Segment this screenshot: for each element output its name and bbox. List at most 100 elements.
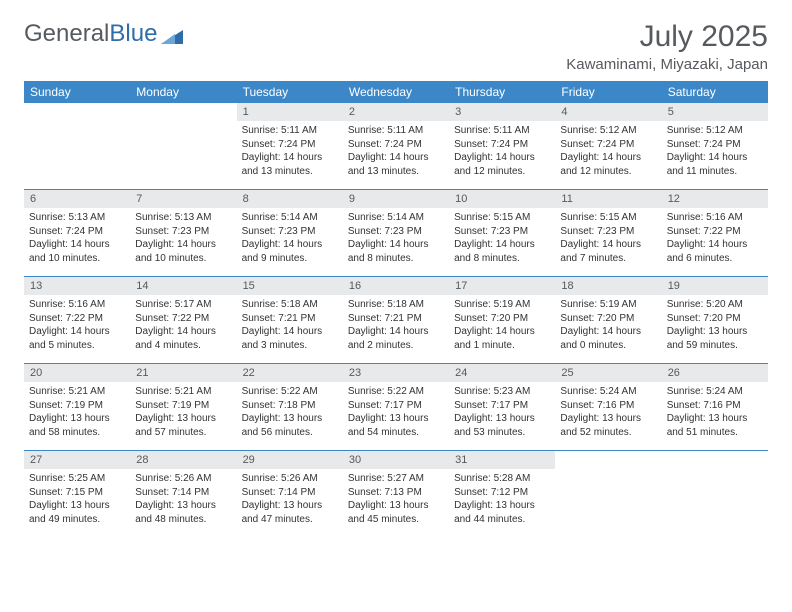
sunrise-line: Sunrise: 5:22 AM	[348, 385, 444, 399]
sunrise-line: Sunrise: 5:27 AM	[348, 472, 444, 486]
logo-triangle-icon	[161, 23, 183, 39]
sunrise-line: Sunrise: 5:18 AM	[348, 298, 444, 312]
day-details: Sunrise: 5:21 AMSunset: 7:19 PMDaylight:…	[130, 382, 236, 443]
sunset-line: Sunset: 7:16 PM	[560, 399, 656, 413]
day-details: Sunrise: 5:14 AMSunset: 7:23 PMDaylight:…	[343, 208, 449, 269]
sunrise-line: Sunrise: 5:21 AM	[135, 385, 231, 399]
calendar-cell: 30Sunrise: 5:27 AMSunset: 7:13 PMDayligh…	[343, 451, 449, 538]
sunrise-line: Sunrise: 5:22 AM	[242, 385, 338, 399]
sunset-line: Sunset: 7:23 PM	[348, 225, 444, 239]
daylight-line: Daylight: 13 hours and 44 minutes.	[454, 499, 550, 526]
sunset-line: Sunset: 7:21 PM	[242, 312, 338, 326]
calendar-cell: 21Sunrise: 5:21 AMSunset: 7:19 PMDayligh…	[130, 364, 236, 451]
sunset-line: Sunset: 7:24 PM	[454, 138, 550, 152]
calendar-cell: 23Sunrise: 5:22 AMSunset: 7:17 PMDayligh…	[343, 364, 449, 451]
day-number: 8	[237, 190, 343, 208]
sunrise-line: Sunrise: 5:24 AM	[667, 385, 763, 399]
daylight-line: Daylight: 13 hours and 57 minutes.	[135, 412, 231, 439]
calendar-cell: 31Sunrise: 5:28 AMSunset: 7:12 PMDayligh…	[449, 451, 555, 538]
daylight-line: Daylight: 14 hours and 0 minutes.	[560, 325, 656, 352]
dow-tuesday: Tuesday	[237, 81, 343, 103]
calendar-cell	[662, 451, 768, 538]
day-number: 4	[555, 103, 661, 121]
calendar-cell: 28Sunrise: 5:26 AMSunset: 7:14 PMDayligh…	[130, 451, 236, 538]
calendar-cell: 12Sunrise: 5:16 AMSunset: 7:22 PMDayligh…	[662, 190, 768, 277]
sunrise-line: Sunrise: 5:11 AM	[454, 124, 550, 138]
day-details: Sunrise: 5:21 AMSunset: 7:19 PMDaylight:…	[24, 382, 130, 443]
sunset-line: Sunset: 7:13 PM	[348, 486, 444, 500]
calendar-week-row: 13Sunrise: 5:16 AMSunset: 7:22 PMDayligh…	[24, 277, 768, 364]
day-details: Sunrise: 5:20 AMSunset: 7:20 PMDaylight:…	[662, 295, 768, 356]
sunrise-line: Sunrise: 5:16 AM	[29, 298, 125, 312]
calendar-cell: 5Sunrise: 5:12 AMSunset: 7:24 PMDaylight…	[662, 103, 768, 190]
daylight-line: Daylight: 13 hours and 52 minutes.	[560, 412, 656, 439]
sunrise-line: Sunrise: 5:21 AM	[29, 385, 125, 399]
day-number: 5	[662, 103, 768, 121]
day-number: 1	[237, 103, 343, 121]
sunset-line: Sunset: 7:20 PM	[667, 312, 763, 326]
calendar-cell: 18Sunrise: 5:19 AMSunset: 7:20 PMDayligh…	[555, 277, 661, 364]
sunset-line: Sunset: 7:20 PM	[454, 312, 550, 326]
calendar-cell: 16Sunrise: 5:18 AMSunset: 7:21 PMDayligh…	[343, 277, 449, 364]
day-number: 14	[130, 277, 236, 295]
sunrise-line: Sunrise: 5:17 AM	[135, 298, 231, 312]
dow-sunday: Sunday	[24, 81, 130, 103]
daylight-line: Daylight: 14 hours and 10 minutes.	[135, 238, 231, 265]
day-number: 6	[24, 190, 130, 208]
calendar-cell: 15Sunrise: 5:18 AMSunset: 7:21 PMDayligh…	[237, 277, 343, 364]
day-details: Sunrise: 5:15 AMSunset: 7:23 PMDaylight:…	[449, 208, 555, 269]
month-title: July 2025	[566, 20, 768, 54]
daylight-line: Daylight: 14 hours and 9 minutes.	[242, 238, 338, 265]
daylight-line: Daylight: 13 hours and 58 minutes.	[29, 412, 125, 439]
day-number: 2	[343, 103, 449, 121]
sunset-line: Sunset: 7:24 PM	[560, 138, 656, 152]
daylight-line: Daylight: 14 hours and 13 minutes.	[348, 151, 444, 178]
daylight-line: Daylight: 14 hours and 8 minutes.	[454, 238, 550, 265]
sunset-line: Sunset: 7:24 PM	[242, 138, 338, 152]
day-details: Sunrise: 5:24 AMSunset: 7:16 PMDaylight:…	[555, 382, 661, 443]
sunset-line: Sunset: 7:19 PM	[135, 399, 231, 413]
sunrise-line: Sunrise: 5:14 AM	[348, 211, 444, 225]
day-details: Sunrise: 5:17 AMSunset: 7:22 PMDaylight:…	[130, 295, 236, 356]
day-details: Sunrise: 5:22 AMSunset: 7:17 PMDaylight:…	[343, 382, 449, 443]
daylight-line: Daylight: 14 hours and 12 minutes.	[454, 151, 550, 178]
sunrise-line: Sunrise: 5:26 AM	[242, 472, 338, 486]
sunrise-line: Sunrise: 5:20 AM	[667, 298, 763, 312]
dow-friday: Friday	[555, 81, 661, 103]
calendar-cell: 3Sunrise: 5:11 AMSunset: 7:24 PMDaylight…	[449, 103, 555, 190]
calendar-cell: 8Sunrise: 5:14 AMSunset: 7:23 PMDaylight…	[237, 190, 343, 277]
day-details: Sunrise: 5:18 AMSunset: 7:21 PMDaylight:…	[237, 295, 343, 356]
calendar-cell: 27Sunrise: 5:25 AMSunset: 7:15 PMDayligh…	[24, 451, 130, 538]
day-number: 24	[449, 364, 555, 382]
sunrise-line: Sunrise: 5:19 AM	[560, 298, 656, 312]
sunrise-line: Sunrise: 5:12 AM	[560, 124, 656, 138]
sunset-line: Sunset: 7:22 PM	[667, 225, 763, 239]
daylight-line: Daylight: 14 hours and 5 minutes.	[29, 325, 125, 352]
daylight-line: Daylight: 13 hours and 53 minutes.	[454, 412, 550, 439]
calendar-week-row: 20Sunrise: 5:21 AMSunset: 7:19 PMDayligh…	[24, 364, 768, 451]
day-details: Sunrise: 5:14 AMSunset: 7:23 PMDaylight:…	[237, 208, 343, 269]
day-details: Sunrise: 5:15 AMSunset: 7:23 PMDaylight:…	[555, 208, 661, 269]
sunrise-line: Sunrise: 5:13 AM	[135, 211, 231, 225]
day-details: Sunrise: 5:13 AMSunset: 7:23 PMDaylight:…	[130, 208, 236, 269]
page-header: GeneralBlue July 2025 Kawaminami, Miyaza…	[24, 20, 768, 73]
dow-thursday: Thursday	[449, 81, 555, 103]
daylight-line: Daylight: 14 hours and 8 minutes.	[348, 238, 444, 265]
calendar-cell: 2Sunrise: 5:11 AMSunset: 7:24 PMDaylight…	[343, 103, 449, 190]
day-number: 31	[449, 451, 555, 469]
calendar-week-row: 6Sunrise: 5:13 AMSunset: 7:24 PMDaylight…	[24, 190, 768, 277]
daylight-line: Daylight: 13 hours and 59 minutes.	[667, 325, 763, 352]
sunrise-line: Sunrise: 5:19 AM	[454, 298, 550, 312]
day-number: 30	[343, 451, 449, 469]
sunrise-line: Sunrise: 5:23 AM	[454, 385, 550, 399]
day-details: Sunrise: 5:19 AMSunset: 7:20 PMDaylight:…	[555, 295, 661, 356]
sunrise-line: Sunrise: 5:13 AM	[29, 211, 125, 225]
calendar-cell	[555, 451, 661, 538]
sunset-line: Sunset: 7:23 PM	[560, 225, 656, 239]
day-details: Sunrise: 5:18 AMSunset: 7:21 PMDaylight:…	[343, 295, 449, 356]
day-number: 21	[130, 364, 236, 382]
sunset-line: Sunset: 7:24 PM	[667, 138, 763, 152]
calendar-cell: 22Sunrise: 5:22 AMSunset: 7:18 PMDayligh…	[237, 364, 343, 451]
daylight-line: Daylight: 13 hours and 49 minutes.	[29, 499, 125, 526]
day-details: Sunrise: 5:28 AMSunset: 7:12 PMDaylight:…	[449, 469, 555, 530]
